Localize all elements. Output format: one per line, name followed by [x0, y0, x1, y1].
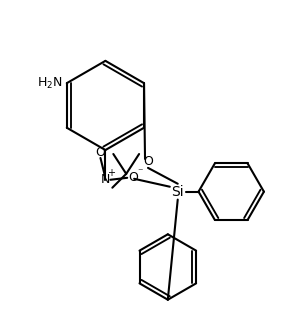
- Text: Si: Si: [171, 185, 184, 199]
- Text: O: O: [96, 146, 105, 159]
- Text: H$_2$N: H$_2$N: [37, 76, 63, 91]
- Text: +: +: [107, 168, 115, 178]
- Text: ⁻: ⁻: [137, 167, 143, 177]
- Text: N: N: [101, 173, 110, 186]
- Text: O: O: [143, 156, 153, 169]
- Text: O: O: [128, 171, 138, 184]
